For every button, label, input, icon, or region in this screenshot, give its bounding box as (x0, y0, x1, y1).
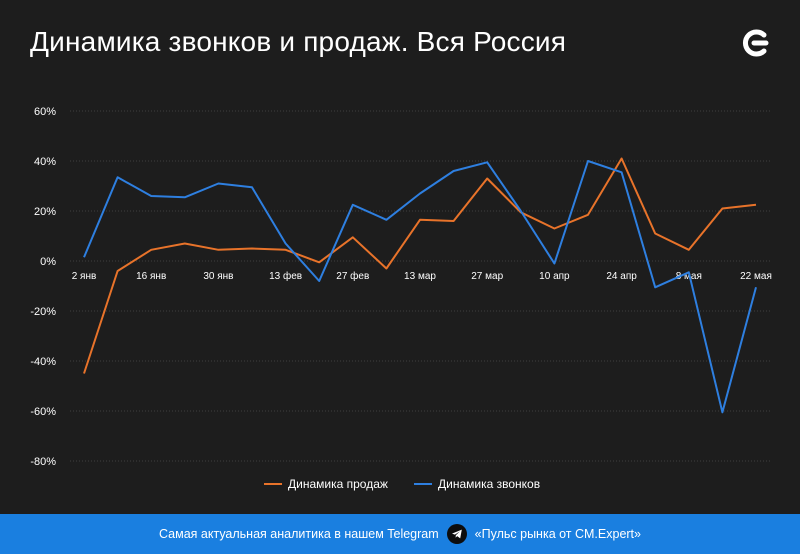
x-tick-label: 27 фев (336, 270, 369, 282)
y-tick-label: -60% (30, 406, 56, 418)
y-tick-label: 0% (40, 256, 56, 268)
line-chart: 60% 40% 20% 0% -20% -40% -60% -80% 2 янв 16 янв 30… (30, 106, 772, 491)
y-tick-label: -80% (30, 456, 56, 468)
y-tick-label: 40% (34, 156, 56, 168)
x-tick-label: 16 янв (136, 271, 166, 282)
y-tick-label: -20% (30, 306, 56, 318)
x-tick-label: 2 янв (72, 271, 97, 282)
x-tick-label: 30 янв (203, 271, 233, 282)
series-line-calls (83, 160, 757, 414)
telegram-channel-link[interactable]: «Пульс рынка от CM.Expert» (474, 527, 641, 541)
x-tick-label: 13 фев (269, 270, 302, 282)
telegram-icon[interactable] (446, 524, 467, 544)
y-tick-label: -40% (30, 356, 56, 368)
legend-label-sales: Динамика продаж (288, 477, 388, 491)
legend-label-calls: Динамика звонков (438, 477, 540, 491)
series-line-sales (83, 157, 757, 374)
x-tick-label: 22 мая (740, 271, 772, 282)
x-tick-label: 27 мар (471, 271, 503, 282)
footer-text: Самая актуальная аналитика в нашем Teleg… (158, 527, 439, 541)
x-tick-label: 24 апр (606, 271, 637, 282)
y-tick-label: 60% (34, 106, 56, 118)
x-tick-label: 13 мар (404, 271, 436, 282)
cmexpert-logo-icon (743, 29, 769, 57)
page-title: Динамика звонков и продаж. Вся Россия (30, 26, 567, 57)
x-tick-label: 10 апр (539, 271, 570, 282)
footer-banner[interactable]: Самая актуальная аналитика в нашем Teleg… (0, 514, 800, 554)
y-tick-label: 20% (34, 206, 56, 218)
chart-panel (0, 0, 800, 514)
